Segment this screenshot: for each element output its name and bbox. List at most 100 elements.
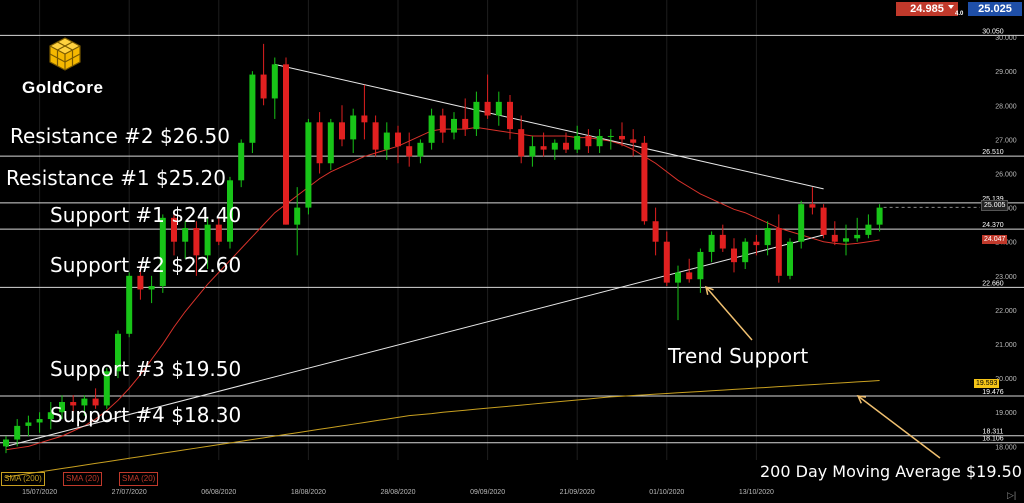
- candle-body: [809, 204, 816, 208]
- candle-body: [271, 64, 278, 99]
- candle-body: [92, 398, 99, 406]
- y-tick-label: 29.000: [995, 69, 1017, 76]
- x-tick-label: 06/08/2020: [201, 489, 236, 496]
- candle-body: [495, 101, 502, 116]
- candle-body: [361, 115, 368, 123]
- candle-body: [484, 101, 491, 116]
- support-trendline: [5, 234, 824, 447]
- support-3-label: Support #3 $19.50: [50, 357, 242, 381]
- candle-body: [551, 142, 558, 150]
- candle-body: [25, 422, 32, 426]
- candle-body: [316, 122, 323, 164]
- x-tick-label: 13/10/2020: [739, 489, 774, 496]
- candle-body: [126, 275, 133, 334]
- candle-body: [596, 135, 603, 147]
- candle-body: [675, 272, 681, 283]
- candle-body: [227, 180, 233, 242]
- candle-body: [865, 224, 872, 235]
- candle-body: [697, 251, 704, 280]
- candle-body: [574, 135, 581, 150]
- candle-body: [607, 135, 614, 137]
- bid-dropdown-icon[interactable]: [948, 5, 954, 9]
- level-value-label: 18.311: [983, 429, 1004, 436]
- candle-body: [417, 142, 424, 157]
- candle-body: [14, 425, 21, 440]
- candle-body: [137, 275, 144, 290]
- candle-body: [70, 402, 77, 406]
- candle-body: [652, 221, 659, 242]
- support-4-label: Support #4 $18.30: [50, 403, 242, 427]
- level-value-label: 30.050: [982, 28, 1004, 35]
- candle-body: [283, 64, 289, 225]
- candle-body: [540, 146, 547, 150]
- sma20-legend-label-2: SMA (20): [122, 474, 156, 483]
- candle-body: [843, 238, 849, 242]
- candle-body: [641, 142, 648, 222]
- y-tick-label: 18.000: [995, 444, 1017, 451]
- y-tick-label: 22.000: [995, 308, 1017, 315]
- candle-body: [507, 101, 513, 130]
- candle-body: [182, 228, 189, 242]
- candle-body: [462, 118, 469, 130]
- x-tick-label: 18/08/2020: [291, 489, 326, 496]
- support-1-label: Support #1 $24.40: [50, 203, 242, 227]
- candle-body: [59, 402, 65, 413]
- candle-body: [473, 101, 480, 130]
- candle-body: [193, 228, 200, 256]
- bid-price-box[interactable]: 24.985: [896, 2, 958, 16]
- sma20-legend-label: SMA (20): [66, 474, 100, 483]
- candle-body: [719, 234, 726, 249]
- sma200-legend[interactable]: SMA (200): [1, 472, 45, 486]
- candle-body: [327, 122, 334, 164]
- candle-body: [428, 115, 435, 143]
- candle-body: [854, 234, 861, 239]
- ask-price: 25.025: [978, 3, 1012, 15]
- x-tick-label: 01/10/2020: [649, 489, 684, 496]
- candle-body: [103, 371, 110, 406]
- level-value-label: 18.106: [982, 436, 1004, 443]
- candle-body: [731, 248, 737, 263]
- candle-body: [339, 122, 345, 140]
- candle-body: [159, 217, 166, 287]
- candle-body: [563, 142, 569, 150]
- level-value-label: 24.370: [982, 222, 1004, 229]
- candle-body: [775, 228, 782, 276]
- scroll-end-icon[interactable]: ▷|: [1007, 490, 1017, 500]
- sma200-legend-label: SMA (200): [4, 474, 42, 483]
- y-tick-label: 19.000: [995, 410, 1017, 417]
- brand-name: GoldCore: [22, 78, 104, 97]
- x-tick-label: 27/07/2020: [112, 489, 147, 496]
- candle-body: [204, 224, 211, 256]
- sma20-legend-2[interactable]: SMA (20): [119, 472, 159, 486]
- sma200-value-tag: 19.593: [974, 379, 1000, 388]
- current-price-tag: 25.005: [981, 200, 1009, 211]
- x-tick-label: 28/08/2020: [380, 489, 415, 496]
- candle-body: [585, 135, 592, 147]
- candle-body: [294, 207, 301, 225]
- sma20-legend[interactable]: SMA (20): [63, 472, 103, 486]
- candle-body: [451, 118, 457, 133]
- resistance-trendline: [274, 63, 824, 190]
- candle-body: [115, 333, 121, 372]
- level-value-label: 19.476: [982, 389, 1004, 396]
- candle-body: [171, 217, 177, 242]
- support-2-label: Support #2 $22.60: [50, 253, 242, 277]
- y-tick-label: 21.000: [995, 342, 1017, 349]
- sma200-arrow: [857, 395, 941, 459]
- candle-body: [260, 74, 267, 99]
- y-tick-label: 30.000: [995, 35, 1017, 42]
- candle-body: [383, 132, 390, 150]
- candle-body: [372, 122, 379, 150]
- x-tick-label: 09/09/2020: [470, 489, 505, 496]
- level-value-label: 25.139: [982, 196, 1004, 203]
- candle-body: [406, 146, 413, 157]
- candle-body: [215, 224, 222, 242]
- ask-price-box[interactable]: 25.025: [968, 2, 1022, 16]
- candle-body: [753, 241, 760, 246]
- candle-body: [686, 272, 693, 280]
- candle-body: [81, 398, 88, 406]
- candle-body: [663, 241, 670, 283]
- spread-value: 4.0: [955, 11, 964, 17]
- y-tick-label: 28.000: [995, 103, 1017, 110]
